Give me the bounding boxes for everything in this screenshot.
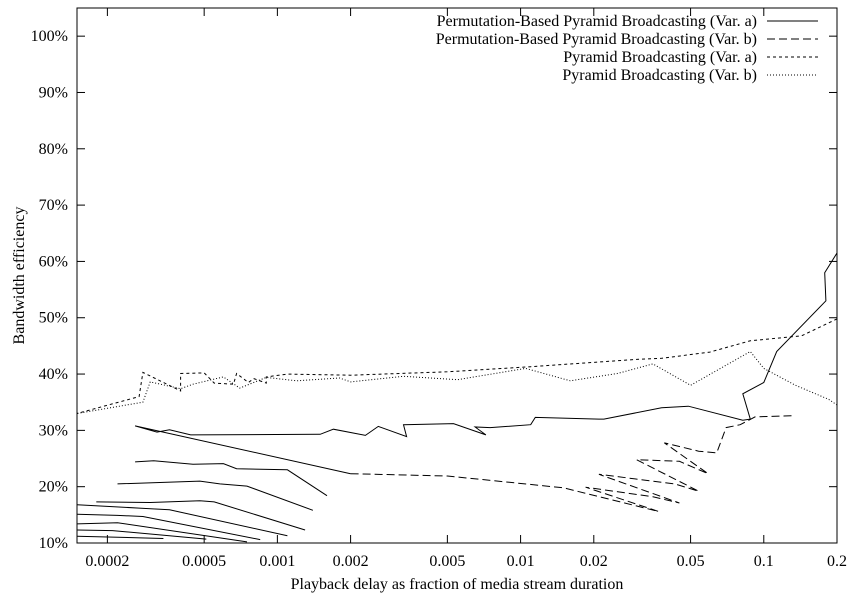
series-line-segment <box>585 415 792 513</box>
legend-label: Permutation-Based Pyramid Broadcasting (… <box>436 31 757 48</box>
plot-frame <box>76 7 838 544</box>
x-tick-label: 0.01 <box>507 553 535 570</box>
x-tick-label: 0.0002 <box>85 553 129 570</box>
x-axis-label: Playback delay as fraction of media stre… <box>291 576 624 593</box>
x-tick-label: 0.05 <box>677 553 705 570</box>
series-2-line <box>350 415 792 513</box>
series-line-segment <box>135 460 328 497</box>
series-line-segment <box>96 500 306 531</box>
x-tick-label: 0.005 <box>429 553 465 570</box>
legend-label: Permutation-Based Pyramid Broadcasting (… <box>437 13 757 30</box>
series-1-line <box>77 252 837 543</box>
y-tick-label: 50% <box>39 310 68 327</box>
series-line-segment <box>77 535 164 539</box>
plot-lines <box>77 252 837 543</box>
legend: Permutation-Based Pyramid Broadcasting (… <box>436 13 818 84</box>
series-line-segment <box>77 529 207 540</box>
series-3-line <box>77 318 837 414</box>
y-axis-label: Bandwidth efficiency <box>11 207 28 345</box>
series-line-segment <box>77 504 288 537</box>
x-tick-label: 0.1 <box>754 553 774 570</box>
series-line-segment <box>350 473 659 512</box>
y-tick-label: 60% <box>39 253 68 270</box>
x-tick-label: 0.02 <box>580 553 608 570</box>
y-tick-label: 20% <box>39 479 68 496</box>
y-tick-label: 70% <box>39 197 68 214</box>
y-tick-label: 10% <box>39 535 68 552</box>
series-line-segment <box>117 480 314 511</box>
x-tick-label: 0.002 <box>333 553 369 570</box>
y-tick-label: 90% <box>39 84 68 101</box>
x-tick-label: 0.0005 <box>182 553 226 570</box>
series-line-segment <box>77 513 261 541</box>
series-line-segment <box>134 252 837 475</box>
legend-label: Pyramid Broadcasting (Var. a) <box>563 49 757 66</box>
series-line-segment <box>77 350 837 414</box>
series-line-segment <box>77 318 837 414</box>
series-4-line <box>77 350 837 414</box>
y-tick-label: 40% <box>39 366 68 383</box>
x-tick-label: 0.2 <box>827 553 847 570</box>
y-tick-label: 100% <box>31 28 68 45</box>
y-tick-label: 30% <box>39 422 68 439</box>
y-axis: 10% 20% 30% 40% 50% 60% 70% 80% 90% 100% <box>31 28 837 552</box>
legend-label: Pyramid Broadcasting (Var. b) <box>562 67 757 84</box>
x-tick-label: 0.001 <box>259 553 295 570</box>
x-axis: 0.0002 0.0005 0.001 0.002 0.005 0.01 0.02 0.05 0… <box>85 8 847 570</box>
y-tick-label: 80% <box>39 141 68 158</box>
